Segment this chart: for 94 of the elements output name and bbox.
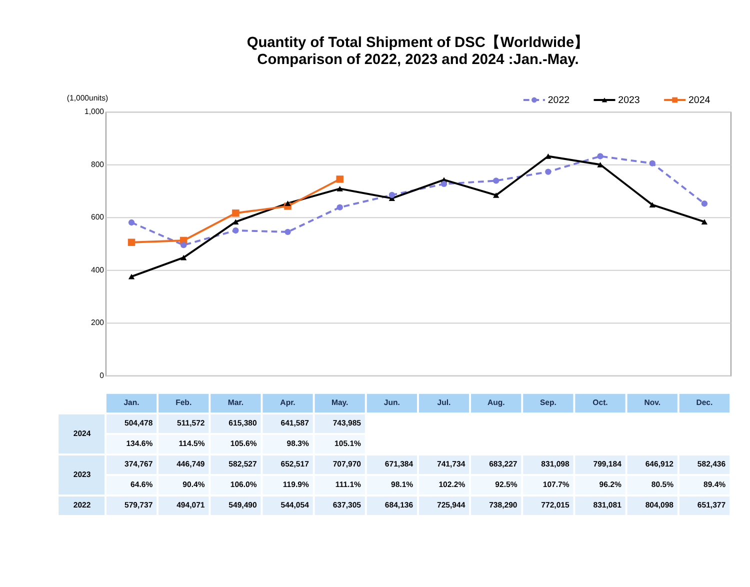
text: 741,734	[436, 460, 466, 469]
x-tick-label: Nov.	[644, 398, 661, 408]
chart-title: Quantity of Total Shipment of DSC【Worldwide】 Comparison of 2022, 2023 and 2024 :Jan.-May.	[246, 34, 590, 68]
text: 89.4%	[703, 480, 726, 490]
point	[493, 192, 500, 198]
text: 2022	[73, 500, 91, 510]
text: 582,527	[228, 460, 257, 469]
x-tick-label: Sep.	[540, 398, 556, 408]
text: 105.1%	[334, 439, 362, 448]
text: 90.4%	[182, 480, 205, 490]
point	[336, 176, 344, 183]
point	[128, 219, 135, 226]
x-tick-label: Jul.	[437, 398, 451, 408]
text: 646,912	[645, 460, 674, 469]
y-tick-label: 200	[90, 318, 105, 328]
point	[701, 219, 708, 224]
legend-label: 2024	[688, 94, 711, 106]
text: 494,071	[176, 500, 206, 510]
text: 637,305	[332, 500, 362, 510]
text: 114.5%	[178, 439, 205, 448]
point	[284, 228, 291, 235]
x-tick-label: Oct.	[592, 398, 608, 408]
text: 92.5%	[495, 480, 518, 490]
x-tick-label: Feb.	[176, 398, 192, 408]
text: 549,490	[228, 500, 258, 510]
text: 80.5%	[651, 480, 674, 490]
point	[128, 238, 136, 246]
text: 96.2%	[599, 480, 622, 490]
text: 652,517	[280, 460, 309, 469]
point	[701, 200, 708, 207]
x-tick-label: Mar.	[228, 398, 244, 408]
text: 107.7%	[542, 480, 570, 490]
text: 105.6%	[230, 439, 257, 448]
text: 102.2%	[438, 480, 466, 490]
point	[649, 202, 656, 208]
text: 799,184	[593, 460, 622, 469]
text: 2023	[73, 470, 91, 479]
text: 504,478	[124, 418, 154, 428]
y-axis-title: (1,000units)	[66, 93, 108, 102]
text: 831,098	[541, 460, 570, 469]
x-tick-label: Jun.	[384, 398, 400, 408]
text: 544,054	[280, 500, 310, 510]
text: 579,737	[124, 500, 153, 510]
x-tick-label: Apr.	[280, 398, 296, 408]
point	[597, 153, 604, 160]
text: 743,985	[332, 418, 362, 428]
y-tick-label: 1,000	[84, 107, 105, 116]
text: 511,572	[176, 418, 206, 428]
legend-label: 2023	[618, 94, 640, 106]
point	[128, 274, 135, 280]
x-tick-label: Jan.	[124, 398, 140, 408]
point	[232, 227, 239, 234]
text: 2024	[73, 428, 91, 438]
text: 641,587	[280, 418, 309, 428]
text: 725,944	[436, 500, 466, 510]
text: 134.6%	[126, 439, 153, 448]
text: 582,436	[697, 460, 726, 469]
y-tick-label: 400	[90, 265, 105, 274]
text: 772,015	[541, 500, 570, 510]
text: 671,384	[384, 460, 414, 469]
text: 119.9%	[282, 480, 309, 490]
x-tick-label: May.	[331, 398, 348, 408]
text: 111.1%	[335, 480, 362, 490]
x-tick-label: Dec.	[696, 398, 713, 408]
legend-label: 2022	[548, 94, 570, 106]
text: 98.3%	[286, 439, 309, 448]
text: 707,970	[332, 460, 362, 469]
point	[180, 254, 187, 260]
point	[440, 180, 448, 188]
y-tick-label: 0	[100, 370, 105, 380]
text: 98.1%	[390, 480, 414, 490]
text: 446,749	[176, 460, 206, 469]
text: 831,081	[593, 500, 622, 510]
point	[545, 168, 552, 175]
text: 683,227	[489, 460, 518, 469]
text: 684,136	[384, 500, 414, 510]
point	[232, 209, 240, 217]
point	[336, 204, 343, 210]
point	[493, 178, 500, 184]
text: 651,377	[697, 500, 726, 510]
text: 64.6%	[130, 480, 153, 490]
point	[180, 242, 187, 248]
point	[336, 186, 343, 192]
text: 738,290	[489, 500, 518, 510]
x-tick-label: Aug.	[487, 398, 505, 408]
text: 374,767	[124, 460, 153, 469]
point	[284, 200, 291, 206]
text: 804,098	[645, 500, 674, 510]
point	[649, 160, 656, 166]
y-tick-label: 800	[90, 160, 105, 169]
y-tick-label: 600	[90, 212, 105, 222]
text: 106.0%	[230, 480, 257, 490]
text: 615,380	[228, 418, 258, 428]
point	[388, 192, 396, 198]
